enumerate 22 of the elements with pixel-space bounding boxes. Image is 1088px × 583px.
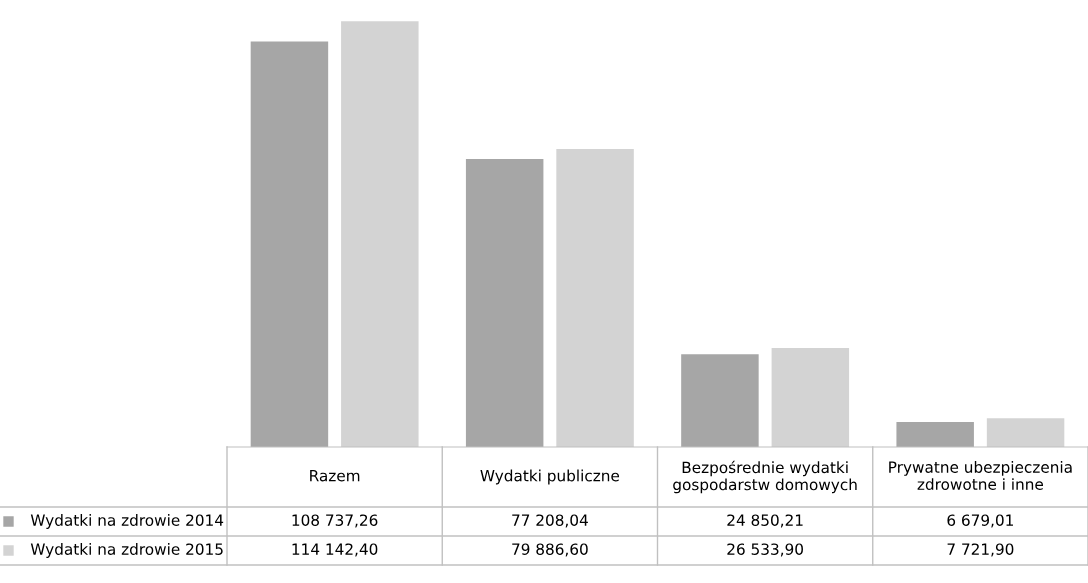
data-label: 6 679,01 — [947, 514, 1013, 528]
legend-label: Wydatki na zdrowie 2014 — [30, 514, 224, 529]
bar — [896, 422, 974, 447]
data-label: 108 737,26 — [292, 514, 378, 528]
bar — [250, 41, 329, 447]
bar — [771, 348, 850, 447]
bar — [681, 354, 759, 447]
bar — [465, 159, 544, 447]
bar — [986, 418, 1065, 447]
data-label: 26 533,90 — [727, 543, 803, 557]
data-label: 114 142,40 — [292, 543, 378, 557]
bar — [341, 21, 419, 447]
data-label: 77 208,04 — [512, 514, 588, 528]
data-label: 7 721,90 — [947, 543, 1014, 557]
x-tick-label: Prywatne ubezpieczenia zdrowotne i inne — [889, 461, 1072, 490]
data-label: 79 886,60 — [512, 543, 588, 557]
x-tick-label: Bezpośrednie wydatki gospodarstw domowych — [673, 460, 857, 494]
x-tick-label: Wydatki publiczne — [480, 469, 620, 485]
x-tick-label: Razem — [310, 470, 360, 482]
legend-label: Wydatki na zdrowie 2015 — [30, 543, 223, 558]
bar — [556, 149, 634, 447]
data-label: 24 850,21 — [727, 514, 803, 528]
